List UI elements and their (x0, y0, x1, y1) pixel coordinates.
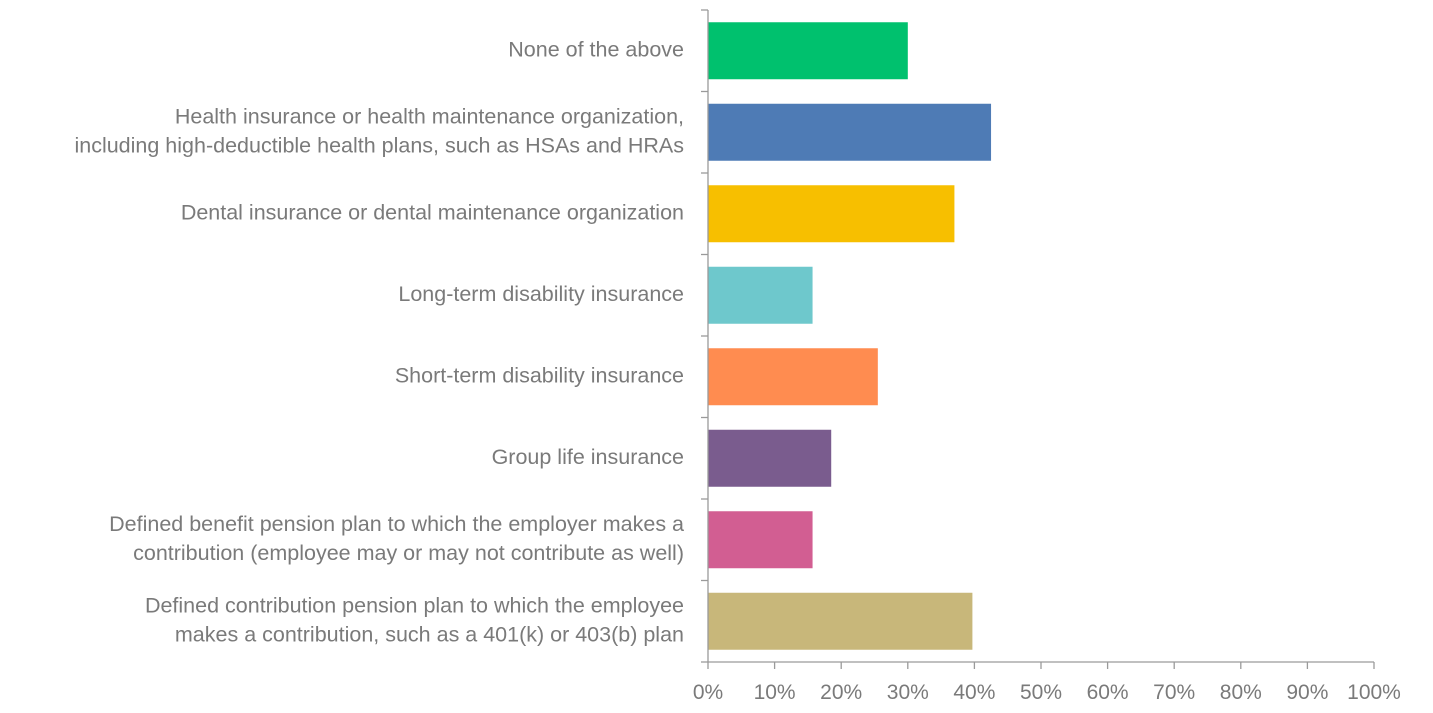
category-label-6-line-1: contribution (employee may or may not co… (133, 541, 684, 565)
bar-7 (708, 592, 973, 650)
bar-3 (708, 266, 813, 324)
bar-5 (708, 429, 832, 487)
x-tick-label-1: 10% (754, 681, 796, 704)
bar-1 (708, 103, 992, 161)
category-label-1-line-0: Health insurance or health maintenance o… (175, 104, 684, 128)
category-label-1-line-1: including high-deductible health plans, … (74, 133, 684, 157)
category-label-0-line-0: None of the above (508, 37, 684, 61)
category-label-2-line-0: Dental insurance or dental maintenance o… (181, 200, 684, 224)
x-tick-label-2: 20% (820, 681, 862, 704)
labels-layer: None of the above Health insurance or hea… (74, 37, 1400, 704)
bar-0 (708, 22, 908, 80)
x-tick-label-3: 30% (887, 681, 929, 704)
category-label-7-line-1: makes a contribution, such as a 401(k) o… (175, 622, 684, 646)
x-tick-label-0: 0% (693, 681, 723, 704)
axes-layer (701, 9, 1375, 669)
category-label-4-line-0: Short-term disability insurance (395, 363, 684, 387)
category-label-3-line-0: Long-term disability insurance (398, 282, 684, 306)
x-tick-label-5: 50% (1020, 681, 1062, 704)
bars-layer (708, 22, 992, 650)
x-tick-label-8: 80% (1220, 681, 1262, 704)
x-tick-label-9: 90% (1286, 681, 1328, 704)
x-tick-label-7: 70% (1153, 681, 1195, 704)
bar-6 (708, 511, 813, 569)
x-tick-label-6: 60% (1087, 681, 1129, 704)
bar-4 (708, 348, 878, 406)
x-tick-label-10: 100% (1347, 681, 1401, 704)
category-label-7-line-0: Defined contribution pension plan to whi… (145, 593, 684, 617)
category-label-5-line-0: Group life insurance (492, 445, 684, 469)
category-label-6-line-0: Defined benefit pension plan to which th… (109, 512, 684, 536)
x-tick-label-4: 40% (953, 681, 995, 704)
bar-2 (708, 185, 955, 243)
